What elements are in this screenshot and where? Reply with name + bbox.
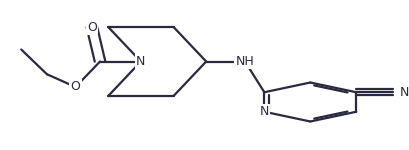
Text: N: N	[136, 55, 145, 68]
Text: N: N	[399, 86, 408, 99]
Text: O: O	[70, 81, 80, 93]
Text: N: N	[259, 105, 268, 118]
Text: NH: NH	[235, 55, 254, 68]
Text: O: O	[87, 21, 97, 33]
